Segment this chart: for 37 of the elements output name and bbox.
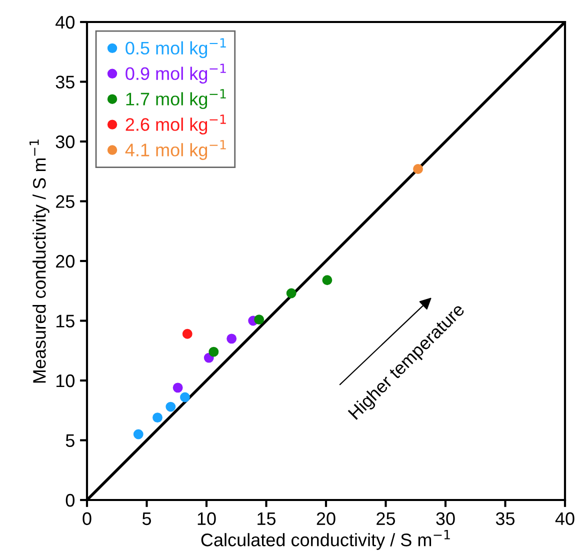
y-tick-label: 40 <box>56 16 74 29</box>
point <box>226 334 237 344</box>
x-tick-label: 5 <box>142 512 152 526</box>
point <box>180 392 190 402</box>
legend-label: 0.5 mol kg$^{−1}$ <box>126 38 226 58</box>
y-tick-label: 35 <box>56 76 74 88</box>
y-axis-title: Measured conductivity / S m$^{−1}$ <box>30 140 50 383</box>
y-tick-label: 15 <box>56 314 74 328</box>
point <box>133 429 144 440</box>
x-axis-title: Calculated conductivity / S m$^{−1}$ <box>201 530 450 550</box>
legend-label: 2.6 mol kg$^{−1}$ <box>126 114 226 134</box>
x-tick-label: 25 <box>376 512 396 526</box>
point <box>152 412 162 423</box>
point <box>322 275 332 286</box>
point <box>166 402 176 412</box>
x-tick-label: 15 <box>258 512 276 526</box>
x-tick-label: 35 <box>496 512 515 526</box>
legend-label: 1.7 mol kg$^{−1}$ <box>126 89 226 110</box>
x-tick-label: 20 <box>316 512 336 526</box>
y-tick-label: 10 <box>56 374 74 388</box>
y-tick-label: 25 <box>56 195 74 208</box>
legend-label: 0.9 mol kg$^{−1}$ <box>126 64 226 84</box>
point <box>413 164 423 174</box>
x-tick-label: 10 <box>198 512 216 526</box>
point <box>208 346 219 357</box>
x-tick-label: 0 <box>82 512 92 526</box>
point <box>286 288 296 298</box>
y-tick-label: 0 <box>66 494 74 507</box>
x-tick-label: 30 <box>436 512 455 526</box>
y-tick-label: 30 <box>56 135 74 148</box>
y-tick-label: 5 <box>66 434 74 447</box>
point <box>182 328 192 339</box>
point <box>172 382 183 393</box>
y-tick-label: 20 <box>56 254 74 268</box>
point <box>254 314 264 325</box>
x-tick-label: 40 <box>555 512 574 526</box>
legend-label: 4.1 mol kg$^{−1}$ <box>125 140 226 160</box>
